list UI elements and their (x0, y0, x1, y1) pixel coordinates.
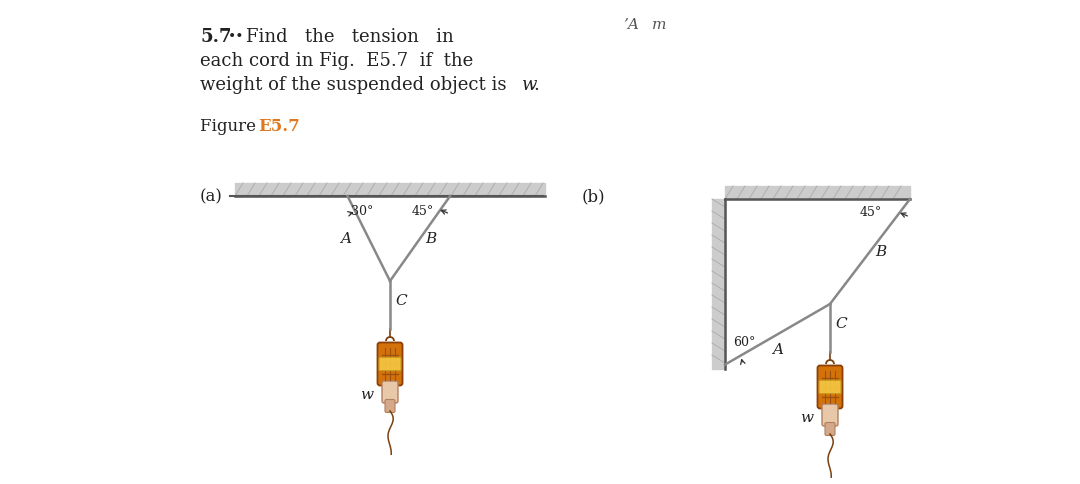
Text: 60°: 60° (733, 335, 755, 348)
Text: 45°: 45° (860, 206, 882, 219)
FancyBboxPatch shape (382, 381, 399, 403)
Text: C: C (395, 294, 407, 307)
Text: ’A: ’A (623, 18, 639, 32)
Text: w: w (800, 410, 813, 424)
FancyBboxPatch shape (819, 380, 841, 394)
Text: 5.7: 5.7 (200, 28, 231, 46)
Text: each cord in Fig.  E5.7  if  the: each cord in Fig. E5.7 if the (200, 52, 473, 70)
Text: Figure: Figure (200, 118, 261, 135)
FancyBboxPatch shape (818, 366, 842, 408)
Text: Find   the   tension   in: Find the tension in (246, 28, 454, 46)
Text: (b): (b) (582, 188, 606, 205)
Text: 30°: 30° (351, 205, 374, 217)
Text: E5.7: E5.7 (258, 118, 300, 135)
Text: weight of the suspended object is: weight of the suspended object is (200, 76, 512, 94)
Text: 45°: 45° (413, 205, 434, 217)
Text: w: w (360, 387, 373, 401)
Text: .: . (534, 76, 539, 94)
Text: A: A (340, 232, 351, 246)
Text: A: A (772, 343, 783, 357)
Text: B: B (875, 245, 887, 259)
Text: B: B (426, 232, 436, 246)
FancyBboxPatch shape (378, 343, 403, 386)
FancyBboxPatch shape (379, 358, 401, 371)
Text: ••: •• (228, 30, 244, 44)
FancyBboxPatch shape (825, 423, 835, 436)
Text: w: w (522, 76, 538, 94)
FancyBboxPatch shape (384, 400, 395, 413)
Text: m: m (652, 18, 666, 32)
Text: (a): (a) (200, 188, 222, 205)
Text: C: C (835, 317, 847, 331)
FancyBboxPatch shape (822, 404, 838, 426)
